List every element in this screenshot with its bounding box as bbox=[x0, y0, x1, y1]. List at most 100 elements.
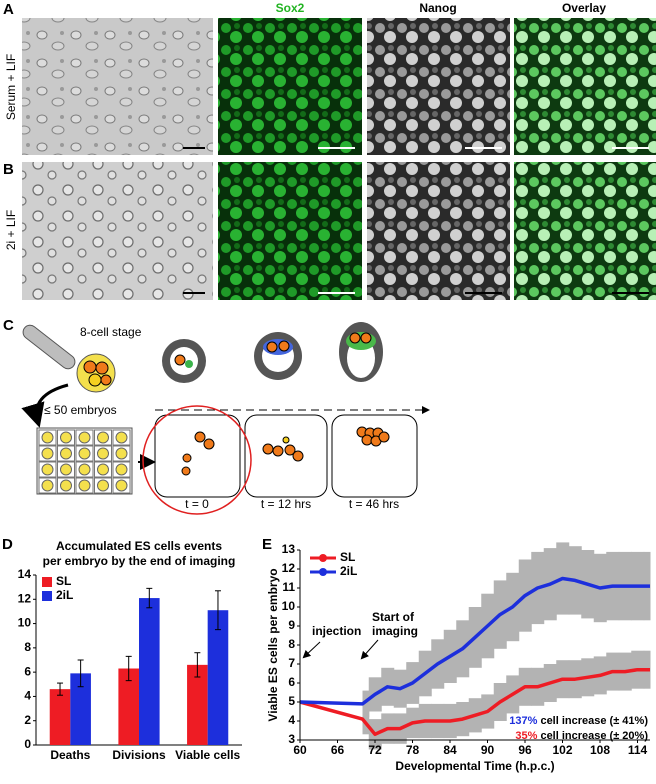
row-label: Serum + LIF bbox=[4, 54, 18, 120]
well-embryo bbox=[97, 463, 109, 476]
y-tick-label: 10 bbox=[282, 599, 296, 613]
legend-label: SL bbox=[56, 574, 71, 588]
column-header: Nanog bbox=[419, 1, 456, 15]
chart-title: per embryo by the end of imaging bbox=[43, 554, 236, 568]
summary: 137% cell increase (± 41%) bbox=[509, 715, 648, 727]
well-embryo bbox=[41, 463, 54, 476]
well-embryo bbox=[115, 479, 128, 492]
pipette bbox=[22, 324, 76, 370]
y-tick-label: 14 bbox=[18, 567, 32, 581]
x-tick-label: 114 bbox=[628, 743, 648, 757]
summary: 35% cell increase (± 20%) bbox=[515, 730, 648, 742]
x-tick-label: 90 bbox=[481, 743, 495, 757]
well-embryo bbox=[60, 463, 72, 476]
imaging-box bbox=[244, 414, 328, 498]
legend-marker bbox=[319, 554, 327, 562]
y-tick-label: 11 bbox=[282, 580, 295, 594]
imaging-box bbox=[154, 414, 241, 498]
time-label: t = 46 hrs bbox=[349, 497, 399, 511]
micrograph bbox=[367, 18, 510, 155]
well-embryo bbox=[78, 463, 91, 476]
series-line bbox=[299, 667, 650, 737]
micrograph bbox=[514, 18, 656, 155]
panel-letter: C bbox=[3, 317, 14, 334]
well-embryo bbox=[41, 447, 54, 460]
bar bbox=[70, 673, 91, 745]
bar bbox=[139, 598, 160, 745]
x-tick-label: Divisions bbox=[112, 748, 166, 762]
well-embryo bbox=[78, 431, 91, 444]
micrograph bbox=[514, 162, 656, 300]
highlight-circle bbox=[142, 405, 252, 515]
panel-letter: E bbox=[262, 536, 272, 553]
y-tick-label: 2 bbox=[24, 713, 31, 727]
annotation: injection bbox=[312, 624, 361, 638]
legend-label: SL bbox=[340, 550, 355, 564]
well-embryo bbox=[97, 479, 109, 492]
error-band bbox=[362, 703, 370, 735]
time-label: t = 0 bbox=[185, 497, 209, 511]
well-embryo bbox=[41, 431, 54, 444]
annotation: Start of bbox=[372, 610, 415, 624]
y-tick-label: 10 bbox=[18, 616, 32, 630]
column-header: Overlay bbox=[562, 1, 606, 15]
x-tick-label: 72 bbox=[368, 743, 382, 757]
annotation-arrow bbox=[360, 639, 379, 660]
y-tick-label: 9 bbox=[288, 618, 295, 632]
x-tick-label: 102 bbox=[552, 743, 572, 757]
y-tick-label: 6 bbox=[24, 664, 31, 678]
time-label: t = 12 hrs bbox=[261, 497, 311, 511]
panel-letter: B bbox=[3, 161, 14, 178]
x-tick-label: 66 bbox=[331, 743, 345, 757]
imaging-box bbox=[331, 414, 418, 498]
y-tick-label: 12 bbox=[282, 561, 296, 575]
well-embryo bbox=[60, 447, 72, 460]
legend-label: 2iL bbox=[340, 564, 357, 578]
micrograph bbox=[22, 18, 213, 155]
x-tick-label: Deaths bbox=[50, 748, 90, 762]
micrograph bbox=[367, 162, 510, 300]
y-tick-label: 8 bbox=[288, 637, 295, 651]
well-embryo bbox=[60, 479, 72, 492]
micrograph bbox=[22, 162, 213, 300]
x-tick-label: 78 bbox=[406, 743, 420, 757]
bar bbox=[118, 668, 139, 745]
well-embryo bbox=[41, 479, 54, 492]
error-band bbox=[362, 690, 370, 718]
plate-wells bbox=[38, 429, 131, 494]
y-tick-label: 3 bbox=[288, 732, 295, 746]
y-tick-label: 8 bbox=[24, 640, 31, 654]
well-embryo bbox=[115, 431, 128, 444]
x-tick-label: 84 bbox=[443, 743, 457, 757]
x-tick-label: 60 bbox=[293, 743, 307, 757]
annotation: imaging bbox=[372, 624, 418, 638]
well-embryo bbox=[78, 479, 91, 492]
error-bar bbox=[146, 587, 153, 609]
row-label: 2i + LIF bbox=[4, 210, 18, 250]
well-embryo bbox=[97, 447, 109, 460]
summary-text: cell increase (± 41%) bbox=[537, 715, 648, 727]
error-bar bbox=[125, 655, 132, 682]
x-tick-label: 108 bbox=[590, 743, 610, 757]
y-tick-label: 12 bbox=[18, 591, 32, 605]
y-tick-label: 5 bbox=[288, 694, 295, 708]
legend-label: 2iL bbox=[56, 588, 73, 602]
well-embryo bbox=[60, 431, 72, 444]
x-tick-label: 96 bbox=[518, 743, 532, 757]
legend-swatch bbox=[42, 591, 52, 601]
y-tick-label: 0 bbox=[24, 737, 31, 751]
stage-label: 8-cell stage bbox=[80, 325, 142, 339]
micrograph bbox=[218, 18, 362, 155]
error-bar bbox=[194, 652, 201, 678]
cells bbox=[181, 426, 390, 476]
well-embryo bbox=[97, 431, 109, 444]
error-bar bbox=[57, 682, 64, 696]
y-tick-label: 4 bbox=[24, 689, 31, 703]
legend-swatch bbox=[42, 577, 52, 587]
arrow bbox=[21, 383, 69, 428]
x-axis-label: Developmental Time (h.p.c.) bbox=[395, 759, 554, 773]
panel-letter: D bbox=[2, 536, 13, 553]
chart-title: Accumulated ES cells events bbox=[56, 539, 222, 553]
x-tick-label: Viable cells bbox=[175, 748, 240, 762]
